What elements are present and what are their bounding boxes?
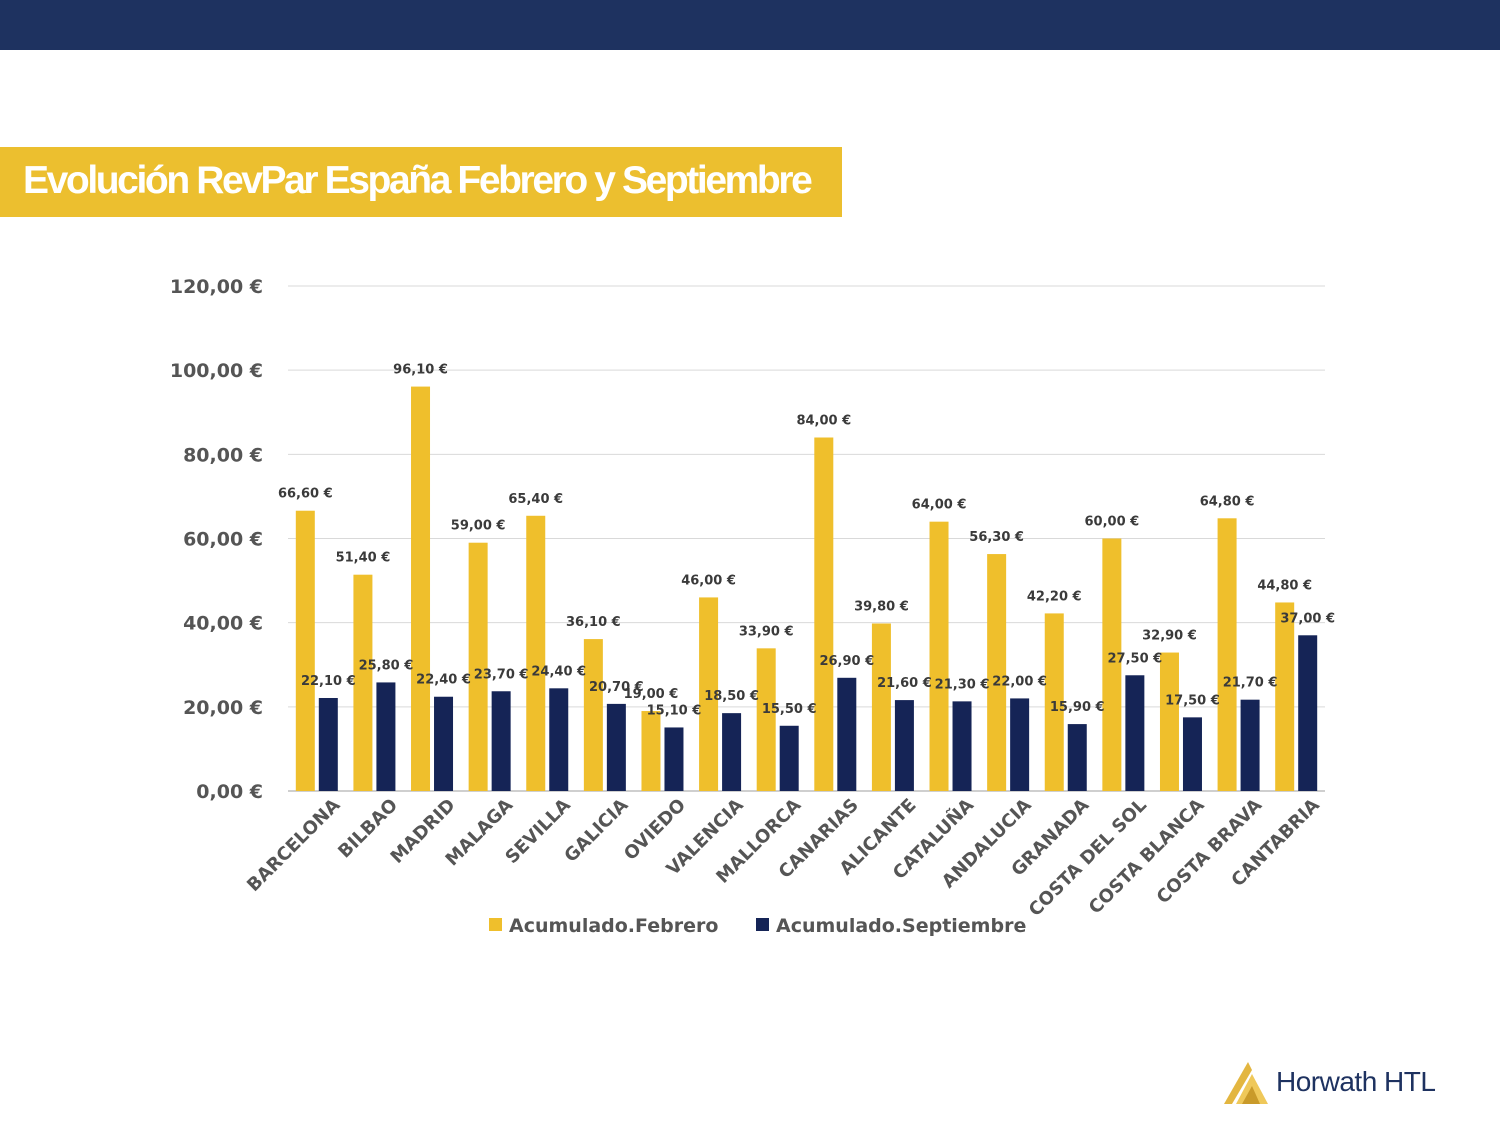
bar-septiembre: [837, 677, 857, 791]
bar-febrero: [699, 597, 719, 791]
y-tick-label: 80,00 €: [183, 444, 263, 466]
bar-septiembre: [1067, 724, 1087, 791]
legend-label-febrero: Acumulado.Febrero: [509, 915, 718, 937]
data-label-febrero: 84,00 €: [796, 414, 851, 429]
bar-febrero: [641, 711, 661, 791]
y-tick-label: 20,00 €: [183, 697, 263, 719]
bar-septiembre: [722, 713, 742, 791]
bar-septiembre: [664, 727, 684, 791]
bar-septiembre: [1240, 699, 1260, 791]
bar-septiembre: [1010, 698, 1030, 791]
bar-febrero: [1044, 613, 1064, 791]
data-labels: 66,60 € 22,10 € 51,40 € 25,80 € 96,10 € 22,40…: [278, 363, 1335, 719]
bar-febrero: [1102, 538, 1122, 791]
bar-febrero: [929, 521, 949, 791]
data-label-febrero: 64,80 €: [1200, 494, 1255, 509]
data-label-septiembre: 22,00 €: [992, 674, 1047, 689]
data-label-septiembre: 21,70 €: [1223, 676, 1278, 691]
legend-swatch-febrero: [489, 918, 502, 931]
data-label-febrero: 39,80 €: [854, 600, 909, 615]
data-label-septiembre: 22,10 €: [301, 674, 356, 689]
bar-febrero: [468, 542, 488, 791]
bar-septiembre: [434, 696, 454, 791]
horwath-logo-text: Horwath HTL: [1276, 1066, 1436, 1097]
data-label-febrero: 36,10 €: [566, 615, 621, 630]
top-bar: [0, 0, 1500, 50]
y-axis: 0,00 € 20,00 € 40,00 € 60,00 € 80,00 € 100,00…: [170, 276, 263, 803]
data-label-febrero: 56,30 €: [969, 530, 1024, 545]
title-band: Evolución RevPar España Febrero y Septie…: [0, 147, 842, 217]
y-tick-label: 0,00 €: [196, 781, 263, 803]
bar-septiembre: [376, 682, 396, 791]
page-title: Evolución RevPar España Febrero y Septie…: [23, 159, 813, 202]
bar-septiembre: [779, 725, 799, 791]
data-label-septiembre: 21,60 €: [877, 676, 932, 691]
bar-septiembre: [1298, 635, 1318, 791]
data-label-septiembre: 23,70 €: [474, 667, 529, 682]
data-label-febrero: 65,40 €: [508, 492, 563, 507]
horwath-logo-icon: [1224, 1062, 1268, 1104]
bar-febrero: [583, 639, 603, 791]
bar-febrero: [411, 386, 431, 791]
legend-swatch-septiembre: [756, 918, 769, 931]
data-label-febrero: 19,00 €: [624, 687, 679, 702]
data-label-septiembre: 37,00 €: [1280, 611, 1335, 626]
data-label-febrero: 66,60 €: [278, 487, 333, 502]
data-label-febrero: 60,00 €: [1085, 515, 1140, 530]
data-label-febrero: 32,90 €: [1142, 629, 1197, 644]
chart-bars: [295, 386, 1318, 791]
bar-febrero: [1275, 602, 1295, 791]
y-tick-label: 40,00 €: [183, 613, 263, 635]
bar-febrero: [295, 510, 315, 791]
data-label-septiembre: 25,80 €: [359, 658, 414, 673]
bar-febrero: [353, 574, 373, 791]
bar-febrero: [871, 623, 891, 791]
data-label-febrero: 44,80 €: [1257, 578, 1312, 593]
data-label-febrero: 46,00 €: [681, 573, 736, 588]
x-tick-label: GALICIA: [560, 795, 632, 867]
x-tick-label: COSTA BRAVA: [1153, 795, 1267, 909]
data-label-septiembre: 15,50 €: [762, 702, 817, 717]
chart-gridlines: [288, 285, 1325, 792]
bar-febrero: [987, 554, 1007, 791]
bar-septiembre: [1182, 717, 1202, 791]
data-label-febrero: 33,90 €: [739, 624, 794, 639]
x-axis: BARCELONABILBAOMADRIDMALAGASEVILLAGALICI…: [243, 793, 1324, 921]
bar-febrero: [1217, 518, 1237, 791]
data-label-septiembre: 21,30 €: [935, 677, 990, 692]
bar-septiembre: [952, 701, 972, 791]
bar-febrero: [1159, 652, 1179, 791]
horwath-logo: Horwath HTL: [1224, 1060, 1464, 1110]
bar-septiembre: [894, 700, 914, 791]
data-label-febrero: 59,00 €: [451, 519, 506, 534]
data-label-septiembre: 20,70 €: [589, 680, 644, 695]
bar-septiembre: [1125, 675, 1145, 791]
data-label-febrero: 96,10 €: [393, 363, 448, 378]
bar-febrero: [526, 515, 546, 791]
data-label-febrero: 51,40 €: [336, 551, 391, 566]
y-tick-label: 120,00 €: [170, 276, 263, 298]
bar-septiembre: [318, 697, 338, 791]
data-label-septiembre: 15,90 €: [1050, 700, 1105, 715]
bar-septiembre: [491, 691, 511, 791]
y-tick-label: 60,00 €: [183, 529, 263, 551]
y-tick-label: 100,00 €: [170, 360, 263, 382]
chart-legend: Acumulado.Febrero Acumulado.Septiembre: [489, 915, 1026, 937]
bar-septiembre: [549, 688, 569, 791]
x-tick-label: BARCELONA: [243, 795, 344, 896]
bar-febrero: [814, 437, 834, 791]
data-label-septiembre: 24,40 €: [531, 664, 586, 679]
data-label-febrero: 64,00 €: [912, 498, 967, 513]
bar-febrero: [756, 648, 776, 791]
data-label-septiembre: 26,90 €: [819, 654, 874, 669]
data-label-septiembre: 15,10 €: [647, 703, 702, 718]
data-label-septiembre: 17,50 €: [1165, 693, 1220, 708]
data-label-septiembre: 27,50 €: [1108, 651, 1163, 666]
data-label-septiembre: 22,40 €: [416, 673, 471, 688]
data-label-septiembre: 18,50 €: [704, 689, 759, 704]
data-label-febrero: 42,20 €: [1027, 589, 1082, 604]
legend-label-septiembre: Acumulado.Septiembre: [776, 915, 1026, 937]
bar-septiembre: [606, 703, 626, 791]
